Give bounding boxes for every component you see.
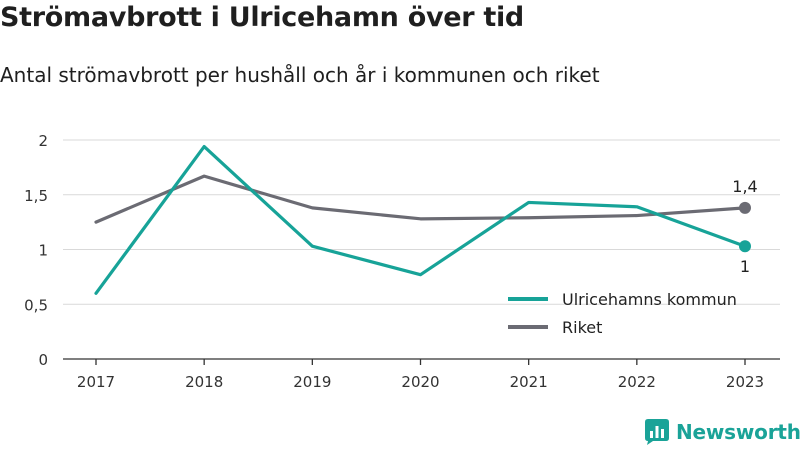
y-tick-label: 2 <box>38 132 48 150</box>
x-tick-label: 2022 <box>618 373 656 391</box>
x-tick-label: 2020 <box>401 373 439 391</box>
brand-name: Newsworthy <box>676 420 800 444</box>
newsworthy-logo: Newsworthy <box>645 419 800 445</box>
series-end-marker <box>739 201 751 214</box>
y-tick-label: 0 <box>38 351 48 369</box>
series-end-label: 1 <box>740 257 750 276</box>
series-end-marker <box>739 240 751 253</box>
newsworthy-logo-icon <box>645 419 669 445</box>
x-tick-label: 2018 <box>185 373 223 391</box>
legend-label: Riket <box>562 318 602 337</box>
y-tick-label: 0,5 <box>24 296 48 314</box>
series-line <box>94 174 747 224</box>
x-tick-label: 2019 <box>293 373 331 391</box>
y-tick-label: 1 <box>38 242 48 260</box>
line-chart: 0 0,5 1 1,5 2 2017 2018 2019 2020 2021 2022 2023 1… <box>24 132 780 391</box>
x-tick-label: 2023 <box>726 373 764 391</box>
legend-label: Ulricehamns kommun <box>562 290 737 309</box>
y-tick-label: 1,5 <box>24 187 48 205</box>
series-line <box>94 144 747 295</box>
x-tick-label: 2021 <box>510 373 548 391</box>
series-end-label: 1,4 <box>732 177 757 196</box>
chart-subtitle: Antal strömavbrott per hushåll och år i … <box>0 63 600 87</box>
x-tick-label: 2017 <box>77 373 115 391</box>
chart-title: Strömavbrott i Ulricehamn över tid <box>0 2 524 33</box>
